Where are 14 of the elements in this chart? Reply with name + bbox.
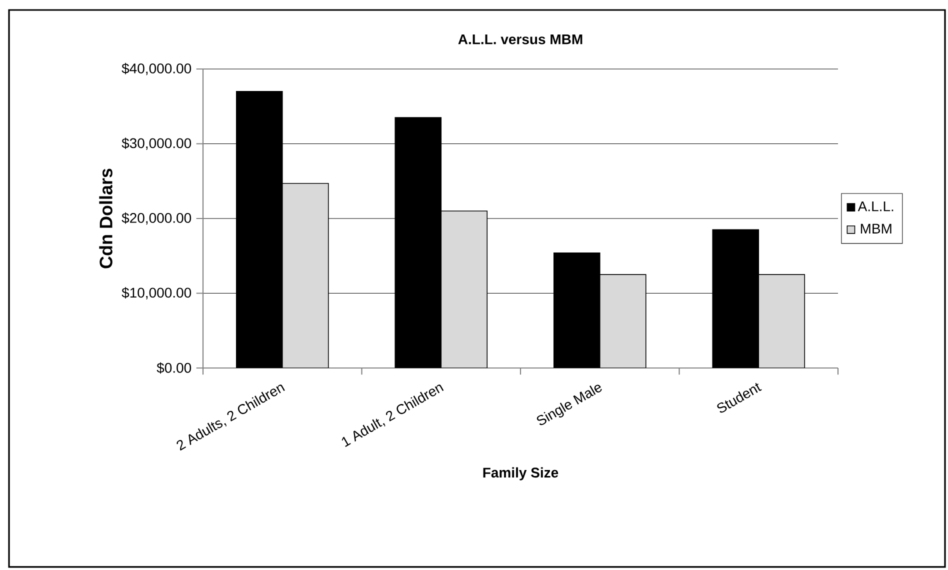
x-axis-title: Family Size	[483, 467, 558, 480]
y-tick-label: $30,000.00	[122, 138, 192, 150]
bar	[599, 274, 646, 368]
legend-label: MBM	[860, 224, 892, 234]
y-tick-label: $10,000.00	[122, 287, 192, 300]
bar	[282, 182, 329, 368]
y-tick-label: $0.00	[156, 362, 192, 374]
legend-label: A.L.L.	[858, 202, 894, 212]
chart-title: A.L.L. versus MBM	[458, 34, 582, 44]
bar	[440, 210, 488, 368]
y-axis-title: Cdn Dollars	[99, 168, 112, 268]
y-tick-label: $40,000.00	[122, 62, 192, 76]
y-tick-label: $20,000.00	[122, 212, 192, 225]
bar	[758, 274, 806, 368]
